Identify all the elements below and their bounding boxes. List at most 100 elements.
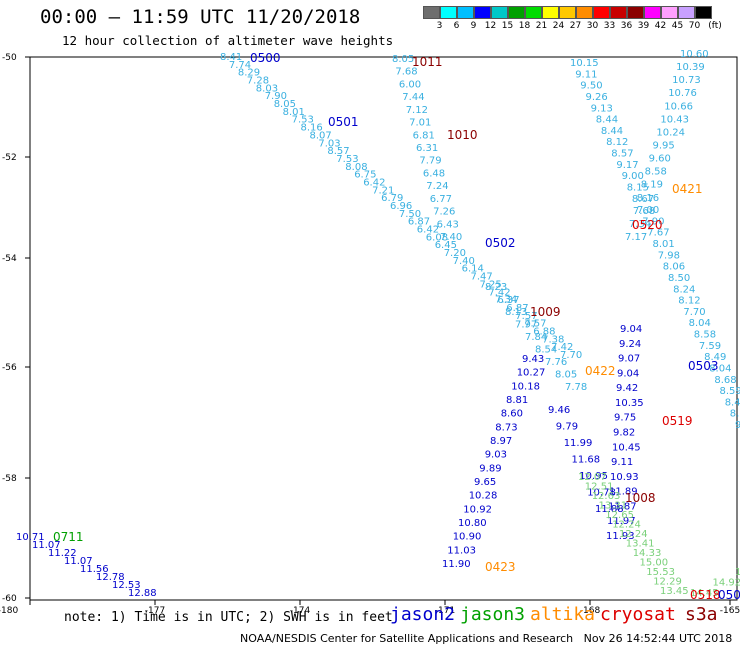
wave-height-label: 9.65 — [474, 477, 496, 488]
wave-height-label: 8.57 — [611, 149, 633, 160]
colorbar-swatch — [644, 6, 661, 19]
wave-height-label: 10.43 — [660, 114, 689, 125]
wave-height-label: 8.58 — [645, 167, 667, 178]
wave-height-label: 11.97 — [607, 516, 636, 527]
wave-height-label: 8.13 — [505, 307, 527, 318]
wave-height-label: 7.34 — [495, 295, 517, 306]
colorbar-tick-label: 70 — [688, 21, 701, 31]
wave-height-label: 8.44 — [596, 115, 618, 126]
wave-height-label: 10.95 — [579, 471, 608, 482]
track-time-label: 0502 — [485, 236, 516, 250]
wave-height-label: 8.44 — [601, 126, 623, 137]
track-time-label: 0519 — [662, 414, 693, 428]
wave-height-label: 7.28 — [247, 76, 269, 87]
wave-height-label: 8.08 — [345, 162, 367, 173]
wave-height-label: 6.37 — [497, 295, 519, 306]
wave-height-label: 8.19 — [641, 180, 663, 191]
colorbar-swatch — [559, 6, 576, 19]
wave-height-label: 7.68 — [395, 67, 417, 78]
wave-height-label: 9.43 — [522, 354, 544, 365]
wave-height-label: 7.25 — [480, 279, 502, 290]
wave-height-label: 8.59 — [720, 386, 740, 397]
colorbar-tick-label: 12 — [484, 21, 497, 31]
wave-height-label: 9.17 — [616, 160, 638, 171]
wave-height-label: 9.11 — [611, 457, 633, 468]
wave-height-label: 7.90 — [265, 91, 287, 102]
wave-height-label: 6.75 — [354, 170, 376, 181]
legend-s3a: s3a — [685, 604, 718, 625]
wave-height-label: 8.57 — [327, 146, 349, 157]
track-time-label: 0500 — [250, 51, 281, 65]
wave-height-label: 10.28 — [469, 491, 498, 502]
colorbar-swatch — [627, 6, 644, 19]
wave-height-label: 7.67 — [647, 228, 669, 239]
wave-height-label: 11.56 — [80, 564, 109, 575]
wave-height-label: 8.01 — [653, 239, 675, 250]
colorbar-swatch — [576, 6, 593, 19]
wave-height-label: 14.33 — [633, 548, 662, 559]
wave-height-label: 8.40 — [725, 397, 740, 408]
wave-height-label: 7.26 — [433, 207, 455, 218]
wave-height-label: 6.31 — [416, 143, 438, 154]
colorbar-tick-label: 33 — [603, 21, 616, 31]
track-time-label: 1010 — [447, 128, 478, 142]
colorbar-swatch — [678, 6, 695, 19]
wave-height-label: 7.79 — [419, 156, 441, 167]
wave-height-label: 8.97 — [490, 436, 512, 447]
wave-height-label: 12.24 — [612, 520, 641, 531]
colorbar-tick-label: 9 — [470, 21, 477, 31]
wave-height-label: 8.05 — [274, 99, 296, 110]
colorbar-tick-label: 24 — [552, 21, 565, 31]
wave-height-label: 10.80 — [458, 518, 487, 529]
colorbar-swatch — [457, 6, 474, 19]
wave-height-label: 15.53 — [646, 567, 675, 578]
map-frame — [29, 56, 738, 601]
wave-height-label: 10.71 — [16, 532, 45, 543]
wave-height-label: 10.78 — [587, 488, 616, 499]
wave-height-label: 9.26 — [586, 92, 608, 103]
wave-height-label: 7.78 — [565, 382, 587, 393]
wave-height-label: 8.41 — [220, 52, 242, 63]
wave-height-label: 8.24 — [673, 284, 695, 295]
legend-jason3: jason3 — [460, 604, 526, 625]
track-time-label: 0504 — [718, 588, 740, 602]
track-time-label: 0520 — [632, 218, 663, 232]
x-tick-label: -174 — [290, 606, 311, 616]
wave-height-label: 8.01 — [283, 107, 305, 118]
wave-height-label: 7.74 — [229, 60, 251, 71]
legend-cryosat: cryosat — [600, 604, 676, 625]
wave-height-label: 8.06 — [663, 262, 685, 273]
x-tick-label: -171 — [435, 606, 455, 616]
track-time-label: 1009 — [530, 305, 561, 319]
y-tick-label: -60 — [2, 594, 17, 604]
wave-height-label: 11.07 — [64, 556, 93, 567]
wave-height-label: 9.42 — [616, 383, 638, 394]
colorbar-tick-label: 36 — [620, 21, 633, 31]
colorbar-swatch — [695, 6, 712, 19]
wave-height-label: 8.60 — [501, 409, 523, 420]
x-tick-label: -177 — [145, 606, 165, 616]
colorbar-tick-label: 15 — [501, 21, 514, 31]
wave-height-label: 7.17 — [625, 232, 647, 243]
wave-height-label: 7.12 — [406, 105, 428, 116]
wave-height-label: 11.87 — [608, 501, 637, 512]
wave-height-label: 7.42 — [551, 342, 573, 353]
wave-height-label: 8.55 — [730, 409, 740, 420]
colorbar-swatch — [593, 6, 610, 19]
wave-height-label: 6.48 — [423, 168, 445, 179]
wave-height-label: 9.03 — [485, 450, 507, 461]
wave-height-label: 12.51 — [585, 482, 614, 493]
wave-height-label: 7.00 — [637, 205, 659, 216]
wave-height-label: 8.54 — [535, 345, 557, 356]
wave-height-label: 7.57 — [524, 319, 546, 330]
wave-height-label: 7.59 — [699, 341, 721, 352]
y-tick-label: -58 — [2, 474, 17, 484]
wave-height-label: 8.12 — [678, 296, 700, 307]
track-time-label: 0711 — [53, 530, 84, 544]
wave-height-label: 6.45 — [435, 240, 457, 251]
wave-height-label: 9.00 — [735, 420, 740, 431]
credit-line: NOAA/NESDIS Center for Satellite Applica… — [240, 632, 733, 645]
wave-height-label: 8.23 — [485, 282, 507, 293]
x-tick-label: -165 — [720, 606, 740, 616]
